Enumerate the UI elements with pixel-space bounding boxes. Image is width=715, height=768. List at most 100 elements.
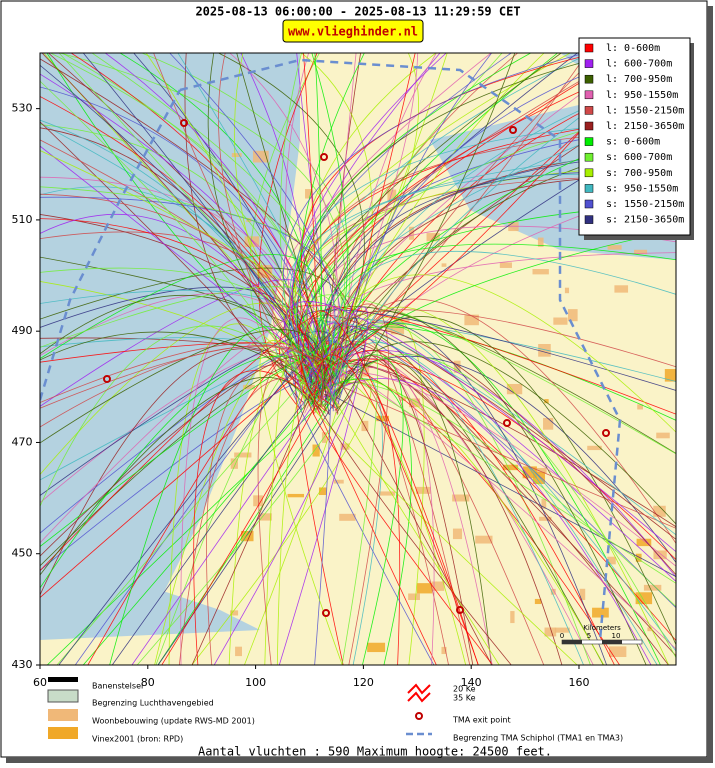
- flight-track: [40, 254, 322, 378]
- tma-exit-points: [103, 119, 610, 617]
- urban-patch: [544, 399, 549, 404]
- legend-label: s: 1550-2150m: [606, 199, 684, 210]
- flight-track: [40, 329, 326, 444]
- flight-track: [40, 145, 303, 357]
- flight-track: [62, 53, 339, 361]
- urban-patch: [464, 314, 479, 326]
- flight-track: [40, 325, 324, 507]
- flight-track: [292, 53, 512, 356]
- x-tick-label: 120: [353, 676, 374, 689]
- legend-swatch: [584, 90, 594, 100]
- legend: l: 0-600m l: 600-700m l: 700-950m l: 950-15…: [578, 37, 694, 240]
- flight-track: [285, 53, 578, 404]
- site-link[interactable]: www.vlieghinder.nl: [288, 25, 418, 39]
- key-label: TMA exit point: [452, 716, 511, 725]
- flight-track: [284, 301, 676, 553]
- flight-track: [56, 340, 341, 665]
- flight-track: [315, 358, 676, 560]
- y-tick-label: 450: [12, 547, 33, 560]
- y-tick-label: 530: [12, 102, 33, 115]
- urban-patch: [664, 369, 676, 382]
- urban-patch: [643, 584, 662, 591]
- urban-patch: [441, 263, 447, 267]
- urban-patch: [609, 646, 627, 658]
- urban-patch: [541, 499, 547, 509]
- flight-track: [326, 381, 401, 665]
- urban-patch: [587, 445, 602, 451]
- urban-patch: [305, 189, 313, 199]
- urban-patch: [543, 417, 554, 430]
- flight-track: [193, 370, 326, 665]
- flight-track: [333, 370, 449, 665]
- urban-patch: [634, 249, 648, 255]
- flight-track: [82, 53, 311, 382]
- y-tick-label: 510: [12, 213, 33, 226]
- flight-track: [109, 326, 304, 665]
- urban-patch: [522, 466, 537, 479]
- shadow: [707, 6, 713, 762]
- flight-track: [161, 346, 342, 665]
- urban-patch: [653, 505, 666, 517]
- flight-track: [40, 305, 346, 544]
- flight-track: [332, 359, 676, 641]
- flight-track: [178, 377, 325, 665]
- legend-label: s: 600-700m: [606, 152, 672, 163]
- flight-track: [58, 53, 332, 361]
- legend-swatch: [584, 168, 594, 178]
- flight-track: [288, 53, 562, 374]
- x-tick-label: 60: [33, 676, 47, 689]
- urban-patch: [637, 404, 643, 410]
- flight-track: [40, 376, 309, 576]
- flight-track: [279, 53, 306, 404]
- urban-patch: [441, 646, 447, 655]
- urban-patch: [246, 217, 252, 223]
- flight-track: [233, 53, 321, 401]
- urban-patch: [539, 516, 552, 521]
- legend-swatch: [584, 199, 594, 209]
- flight-track: [309, 321, 676, 536]
- legend-swatch: [584, 59, 594, 68]
- urban-patch: [339, 513, 356, 521]
- runway-swatch: [48, 677, 78, 682]
- urban-patch: [592, 607, 609, 618]
- legend-swatch: [584, 74, 594, 84]
- flight-track: [40, 64, 321, 393]
- legend-swatch: [584, 43, 594, 53]
- legend-label: l: 2150-3650m: [606, 121, 684, 132]
- urban-patch: [567, 309, 578, 322]
- estuary: [40, 590, 260, 640]
- urban-patch: [534, 598, 542, 605]
- flight-track: [259, 340, 343, 665]
- flight-track: [111, 384, 322, 665]
- urban-patch: [614, 285, 629, 293]
- flight-track: [321, 309, 676, 414]
- urban-patch: [241, 530, 254, 542]
- urban-patch: [230, 458, 238, 469]
- flight-track: [325, 372, 676, 567]
- urban-patch: [656, 432, 670, 439]
- flight-track: [305, 332, 332, 665]
- key-label: Begrenzing Luchthavengebied: [92, 699, 214, 708]
- scale-tick: 10: [612, 632, 621, 640]
- flight-track: [289, 313, 500, 665]
- urban-patch: [636, 538, 652, 547]
- scale-bar: [561, 639, 643, 645]
- airport-swatch: [47, 689, 79, 703]
- site-box: [282, 19, 424, 43]
- flight-track: [40, 150, 333, 369]
- legend-swatch: [584, 106, 594, 115]
- flight-track: [320, 329, 676, 576]
- urban-patch: [532, 269, 549, 275]
- urban-patch: [416, 583, 433, 594]
- flight-track: [136, 364, 362, 665]
- urban-patch: [635, 592, 653, 605]
- flight-track: [300, 310, 479, 665]
- urban-patch: [564, 287, 570, 294]
- header-title: 2025-08-13 06:00:00 - 2025-08-13 11:29:5…: [195, 5, 520, 19]
- flight-track: [324, 202, 676, 379]
- urban-patch: [510, 611, 515, 624]
- urban-patch: [607, 556, 616, 565]
- x-tick-label: 160: [568, 676, 589, 689]
- legend-label: s: 2150-3650m: [606, 215, 684, 226]
